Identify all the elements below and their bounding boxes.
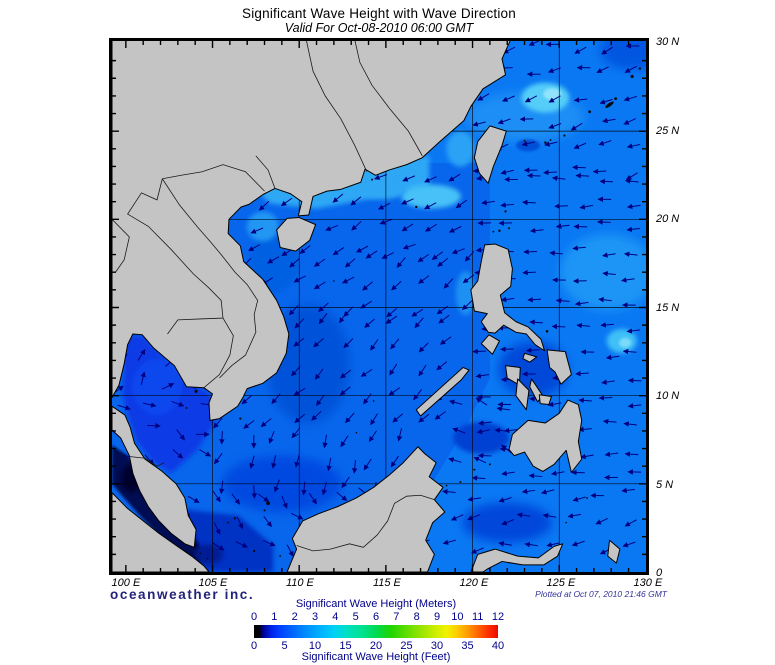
meters-tick-label: 2 [291,611,298,623]
feet-tick-label: 25 [400,640,413,652]
land-sulawesi [470,543,564,572]
political-borders [112,41,435,552]
lon-label: 130 E [633,577,663,589]
meters-tick-label: 8 [413,611,420,623]
feet-tick-label: 5 [281,640,288,652]
meters-tick-label: 3 [311,611,319,623]
meters-tick-label: 4 [332,611,339,623]
land-hainan [276,217,317,252]
land-negros [515,378,530,411]
page-title: Significant Wave Height with Wave Direct… [242,6,516,21]
feet-tick-label: 0 [250,640,258,652]
lat-label: 15 N [656,301,680,314]
lon-label: 120 E [459,577,489,589]
meters-tick-label: 6 [372,611,380,623]
lat-label: 0 [656,567,663,579]
wave-height-map [112,41,646,572]
land-borneo [286,446,446,572]
land-mainland [112,41,511,421]
lat-label: 10 N [656,390,680,402]
lat-label: 5 N [656,478,674,491]
lon-label: 115 E [372,577,401,589]
lat-label: 30 N [656,36,680,48]
feet-tick-label: 35 [461,640,474,652]
land-masbate [522,352,538,363]
feet-tick-label: 10 [308,640,322,652]
meters-tick-label: 7 [393,611,400,623]
lon-label: 110 E [285,577,314,589]
plotted-timestamp: Plotted at Oct 07, 2010 21:46 GMT [535,589,667,599]
meters-tick-label: 10 [451,611,464,623]
land-mindoro [480,334,500,355]
meters-tick-label: 0 [250,611,258,623]
lon-label: 125 E [546,577,576,589]
land-masses [112,41,642,572]
legend-title-feet: Significant Wave Height (Feet) [301,651,451,663]
land-palawan [415,366,470,417]
land-peninsula [112,405,197,548]
land-halmahera [607,539,621,564]
lat-label: 25 N [656,124,680,137]
map-frame [109,38,649,575]
feet-tick-label: 30 [430,640,444,652]
legend-title-meters: Significant Wave Height (Meters) [295,598,457,610]
lon-label: 100 E [111,577,141,589]
valid-time-subtitle: Valid For Oct-08-2010 06:00 GMT [284,21,474,35]
meters-tick-label: 1 [271,611,278,623]
land-samar [546,349,572,385]
frame-tick-marks [112,41,646,572]
meters-tick-label: 5 [352,611,359,623]
feet-tick-label: 15 [339,640,352,652]
oceanweather-logo-text: oceanweather inc. [110,587,255,602]
feet-tick-label: 40 [491,640,505,652]
land-luzon [470,243,545,352]
meters-tick-label: 12 [491,611,505,623]
lat-label: 20 N [656,213,680,225]
land-sumatra [112,492,210,572]
land-okinawa [605,101,614,108]
meters-tick-label: 9 [433,611,441,623]
meters-tick-label: 11 [471,611,484,623]
land-taiwan [473,125,507,184]
lon-label: 105 E [198,577,228,589]
feet-tick-label: 20 [369,640,383,652]
land-mindanao [508,399,583,473]
wave-height-colorbar [254,625,498,638]
land-bohol [538,394,552,406]
